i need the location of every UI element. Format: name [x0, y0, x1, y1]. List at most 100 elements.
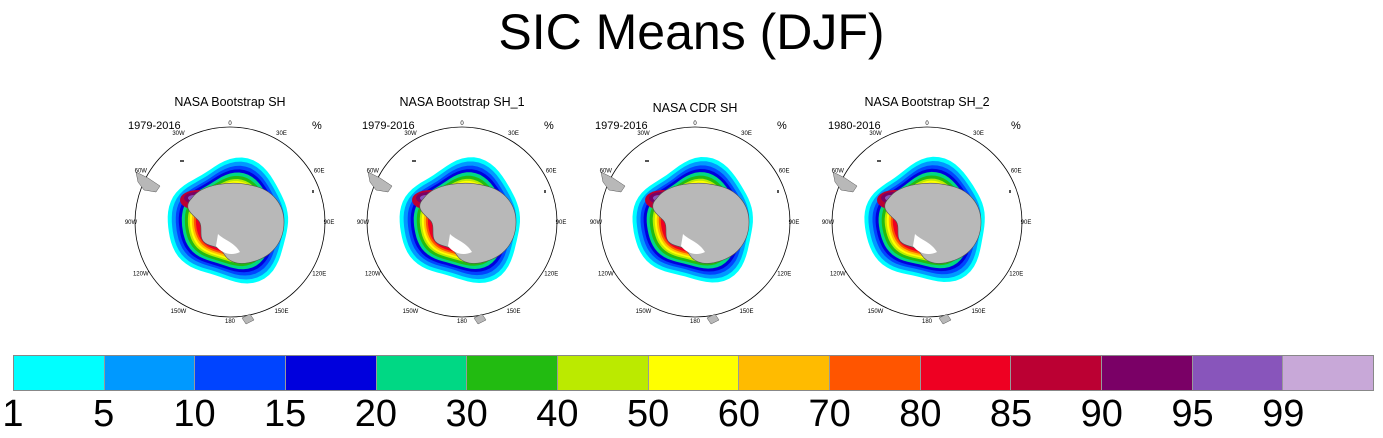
island-kerguelen: [1009, 190, 1011, 193]
antarctica-landmass: [652, 183, 750, 264]
polar-map-4: 0 30E 60E 90E 120E 150E 180 150W 120W 90W 60W 30W: [822, 121, 1032, 325]
longitude-label: 0: [460, 121, 464, 127]
longitude-label: 30E: [973, 131, 984, 137]
ross-ice-shelf: [681, 234, 705, 254]
island-south-georgia: [412, 160, 416, 162]
panel-unit-2: %: [544, 120, 554, 132]
panel-years-1: 1979-2016: [128, 120, 181, 132]
island-new-zealand: [938, 313, 952, 325]
south-america-tip: [600, 171, 626, 193]
longitude-label: 150E: [971, 309, 985, 315]
island-kerguelen: [777, 190, 779, 193]
colorbar-swatch: [104, 356, 196, 390]
longitude-label: 120W: [365, 272, 381, 278]
longitude-label: 120E: [312, 272, 326, 278]
longitude-label: 150E: [506, 309, 520, 315]
longitude-label: 30E: [741, 131, 752, 137]
island-south-georgia: [645, 160, 649, 162]
longitude-label: 180: [922, 319, 933, 325]
south-america-tip: [832, 171, 858, 193]
map-panel-1: 0 30E 60E 90E 120E 150E 180 150W 120W 90W 60W 30W N…: [114, 94, 346, 334]
panel-years-2: 1979-2016: [362, 120, 415, 132]
colorbar-tick-label: 40: [536, 393, 579, 435]
colorbar-tick-label: 95: [1171, 393, 1214, 435]
colorbar-tick-label: 90: [1080, 393, 1123, 435]
colorbar-swatch: [195, 356, 287, 390]
longitude-label: 60W: [367, 169, 380, 175]
longitude-label: 150W: [403, 309, 419, 315]
polar-map-3: 0 30E 60E 90E 120E 150E 180 150W 120W 90W 60W 30W: [590, 121, 800, 325]
polar-map-2: 0 30E 60E 90E 120E 150E 180 150W 120W 90W 60W 30W: [357, 121, 567, 325]
longitude-label: 30W: [404, 131, 417, 137]
island-kerguelen: [544, 190, 546, 193]
colorbar-tick-label: 60: [717, 393, 760, 435]
longitude-label: 60W: [832, 169, 845, 175]
colorbar-tick-label: 20: [354, 393, 398, 435]
panel-unit-1: %: [312, 120, 322, 132]
panel-unit-3: %: [777, 120, 787, 132]
figure-title: SIC Means (DJF): [498, 4, 885, 60]
map-panel-2: 0 30E 60E 90E 120E 150E 180 150W 120W 90W 60W 30W N…: [346, 94, 578, 334]
longitude-label: 120E: [544, 272, 558, 278]
polar-map-1: 0 30E 60E 90E 120E 150E 180 150W 120W 90W 60W 30W: [125, 121, 335, 325]
longitude-label: 120E: [777, 272, 791, 278]
panel-title-4: NASA Bootstrap SH_2: [864, 95, 990, 109]
longitude-label: 60W: [600, 169, 613, 175]
longitude-label: 0: [925, 121, 929, 127]
panel-unit-4: %: [1011, 120, 1021, 132]
longitude-label: 120W: [133, 272, 149, 278]
colorbar-tick-label: 10: [173, 393, 216, 435]
island-new-zealand: [706, 313, 720, 325]
south-america-tip: [135, 171, 161, 193]
panel-title-1: NASA Bootstrap SH: [174, 95, 286, 109]
longitude-label: 150E: [274, 309, 288, 315]
longitude-label: 180: [225, 319, 236, 325]
colorbar-swatch: [1102, 356, 1193, 390]
antarctica-landmass: [419, 183, 517, 264]
longitude-label: 150W: [636, 309, 652, 315]
colorbar-tick-label: 50: [626, 393, 670, 435]
longitude-label: 90E: [556, 220, 567, 226]
colorbar-swatch: [467, 356, 559, 390]
island-kerguelen: [312, 190, 314, 193]
longitude-label: 120E: [1009, 272, 1023, 278]
longitude-label: 30E: [508, 131, 519, 137]
longitude-label: 150W: [171, 309, 187, 315]
colorbar-swatch: [558, 356, 649, 390]
colorbar-tick-label: 70: [808, 393, 851, 435]
longitude-label: 60E: [546, 169, 557, 175]
longitude-label: 90W: [590, 220, 603, 226]
longitude-label: 30W: [869, 131, 882, 137]
south-america-tip: [367, 171, 393, 193]
longitude-label: 90E: [1021, 220, 1032, 226]
island-new-zealand: [473, 313, 487, 325]
colorbar-tick-label: 99: [1262, 393, 1305, 435]
longitude-label: 60W: [135, 169, 148, 175]
longitude-label: 30E: [276, 131, 287, 137]
colorbar-swatch: [920, 356, 1012, 390]
map-panel-3: 0 30E 60E 90E 120E 150E 180 150W 120W 90W 60W 30W N…: [579, 94, 811, 334]
colorbar-swatch: [286, 356, 377, 390]
longitude-label: 90W: [822, 220, 835, 226]
panel-years-4: 1980-2016: [828, 120, 881, 132]
longitude-label: 60E: [314, 169, 325, 175]
panel-title-3: NASA CDR SH: [652, 101, 738, 115]
colorbar-tick-label: 85: [989, 393, 1033, 435]
longitude-label: 90W: [357, 220, 370, 226]
longitude-label: 30W: [637, 131, 650, 137]
colorbar-swatch: [739, 356, 831, 390]
colorbar-tick-label: 80: [899, 393, 942, 435]
colorbar-swatch: [1011, 356, 1103, 390]
ross-ice-shelf: [448, 234, 472, 254]
colorbar-swatch: [14, 356, 105, 390]
longitude-label: 120W: [598, 272, 614, 278]
longitude-label: 0: [693, 121, 697, 127]
colorbar-tick-label: 5: [93, 393, 115, 435]
longitude-label: 60E: [779, 169, 790, 175]
longitude-label: 180: [457, 319, 468, 325]
colorbar-tick-label: 30: [445, 393, 488, 435]
map-panel-4: 0 30E 60E 90E 120E 150E 180 150W 120W 90W 60W 30W N…: [811, 94, 1043, 334]
colorbar-swatch: [376, 356, 468, 390]
panel-title-2: NASA Bootstrap SH_1: [399, 95, 525, 109]
colorbar-tick-label: 15: [264, 393, 307, 435]
